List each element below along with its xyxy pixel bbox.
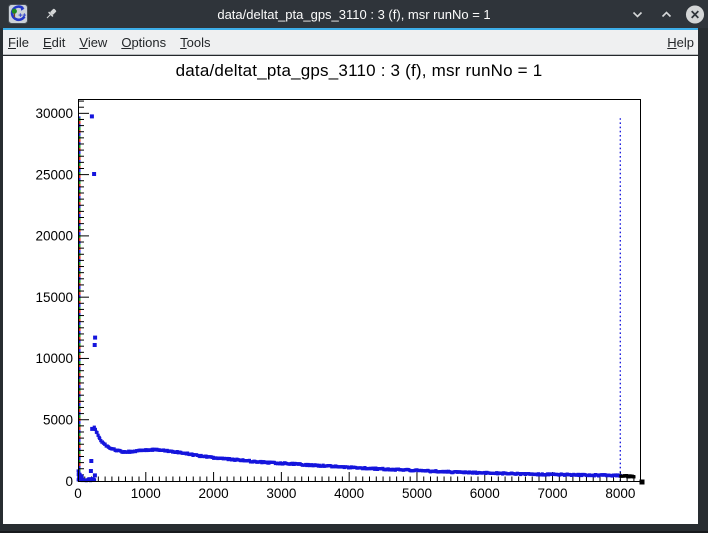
chevron-up-icon — [661, 10, 671, 17]
svg-text:3000: 3000 — [266, 486, 296, 501]
window-border-bottom-line — [0, 531, 708, 533]
menu-help[interactable]: Help — [667, 34, 694, 50]
root-canvas[interactable]: data/deltat_pta_gps_3110 : 3 (f), msr ru… — [3, 56, 698, 524]
chevron-down-icon — [632, 11, 642, 18]
pin-icon[interactable] — [44, 7, 58, 21]
titlebar: ++ data/deltat_pta_gps_3110 : 3 (f), msr… — [0, 0, 708, 28]
menu-options[interactable]: Options — [121, 34, 167, 50]
svg-text:15000: 15000 — [35, 290, 73, 305]
plot-area: 0 1000 2000 3000 4000 5000 6000 7000 8000 0 5000 10… — [35, 99, 645, 501]
svg-text:4000: 4000 — [334, 486, 364, 501]
svg-text:20000: 20000 — [35, 229, 73, 244]
svg-text:6000: 6000 — [470, 486, 500, 501]
root-app-icon: ++ — [8, 4, 28, 24]
svg-text:7000: 7000 — [538, 486, 568, 501]
close-icon — [685, 4, 705, 24]
minimize-button[interactable] — [627, 4, 647, 24]
svg-text:5000: 5000 — [43, 413, 73, 428]
window-title: data/deltat_pta_gps_3110 : 3 (f), msr ru… — [217, 6, 491, 22]
svg-text:8000: 8000 — [605, 486, 635, 501]
close-button[interactable] — [685, 4, 705, 24]
window-controls — [627, 0, 705, 28]
maximize-button[interactable] — [656, 4, 676, 24]
svg-text:25000: 25000 — [35, 167, 73, 182]
window-border-bottom — [0, 524, 708, 533]
menubar: File Edit View Options Tools Help — [0, 30, 708, 55]
menu-file[interactable]: File — [8, 34, 29, 50]
svg-text:2000: 2000 — [199, 486, 229, 501]
window-border-left — [0, 28, 3, 533]
window-border-right — [698, 28, 708, 533]
menu-tools[interactable]: Tools — [180, 34, 211, 50]
svg-text:10000: 10000 — [35, 351, 73, 366]
svg-text:0: 0 — [65, 474, 73, 489]
svg-text:30000: 30000 — [35, 106, 73, 121]
menu-view[interactable]: View — [79, 34, 108, 50]
svg-text:0: 0 — [74, 486, 82, 501]
plot-title: data/deltat_pta_gps_3110 : 3 (f), msr ru… — [175, 61, 543, 80]
svg-text:++: ++ — [18, 13, 26, 20]
svg-text:5000: 5000 — [402, 486, 432, 501]
menu-edit[interactable]: Edit — [42, 34, 66, 50]
titlebar-accent-line — [0, 28, 708, 30]
svg-text:1000: 1000 — [131, 486, 161, 501]
